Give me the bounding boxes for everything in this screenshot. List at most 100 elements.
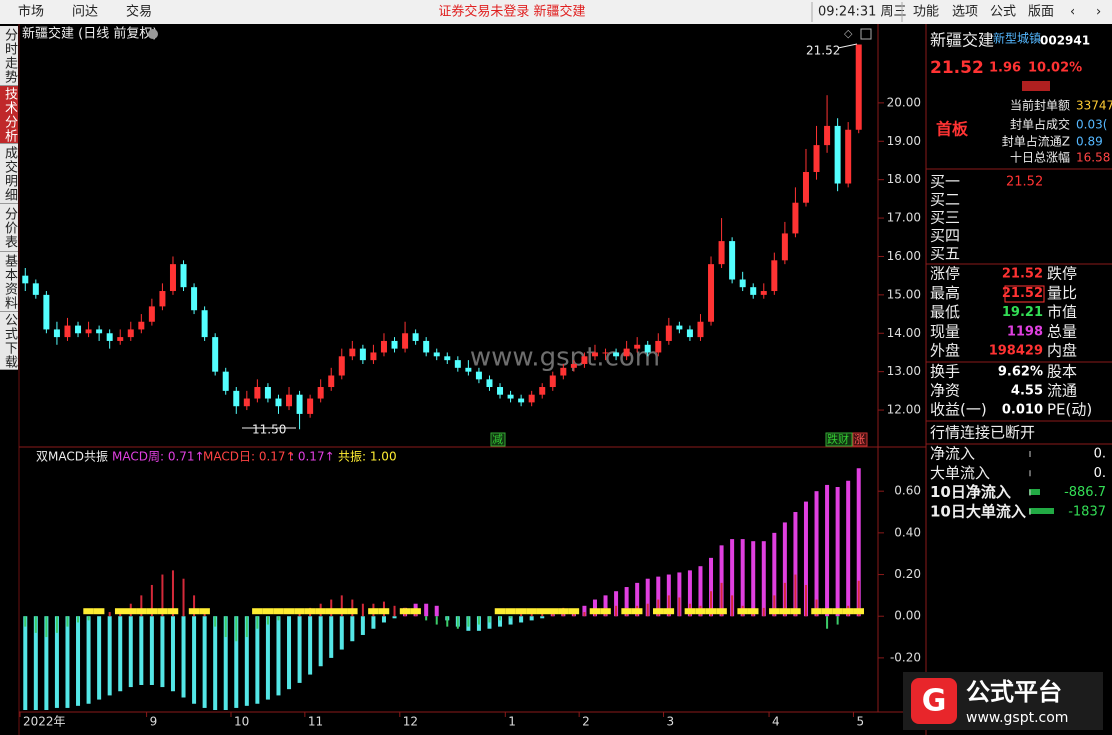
- change: 1.96: [989, 61, 1021, 76]
- menu-item[interactable]: 功能: [913, 5, 939, 20]
- macd-bar: [108, 612, 111, 617]
- menu-item[interactable]: 问达: [72, 5, 98, 20]
- macd-bar: [856, 468, 861, 617]
- candle-body: [212, 337, 219, 372]
- resonance-mark: [294, 608, 305, 615]
- board-label: 首板: [936, 120, 969, 139]
- logo-title: 公式平台: [966, 678, 1062, 706]
- side-tab[interactable]: 分时走势: [0, 26, 18, 86]
- stat-value: 19.21: [1002, 305, 1043, 320]
- sector-tag[interactable]: 新型城镇: [993, 31, 1041, 46]
- macd-bar: [477, 616, 480, 625]
- macd-bar: [182, 578, 185, 617]
- macd-bar: [140, 595, 143, 617]
- resonance-mark: [157, 608, 168, 615]
- signal: 减: [492, 433, 503, 446]
- window-button[interactable]: ‹: [1070, 5, 1075, 20]
- candle-body: [623, 348, 630, 357]
- stat-label: 量比: [1047, 284, 1077, 302]
- seal-label: 封单占流通Z: [1002, 134, 1070, 149]
- menu-icon[interactable]: [148, 29, 158, 39]
- macd-bar: [23, 616, 28, 710]
- macd-bar: [318, 616, 323, 667]
- low-label: 11.50: [252, 423, 286, 437]
- resonance-mark: [684, 608, 696, 615]
- candle-body: [644, 344, 651, 353]
- macd-bar: [161, 574, 164, 617]
- resonance-mark: [347, 608, 358, 615]
- stock-name: 新疆交建: [930, 31, 994, 50]
- book-label: 买四: [930, 227, 960, 245]
- candle-body: [781, 233, 788, 261]
- legend-entry: MACD日: 0.17↑: [203, 450, 296, 464]
- resonance-mark: [146, 608, 158, 615]
- y-tick-label: 16.00: [887, 249, 921, 263]
- candle-body: [475, 371, 482, 380]
- side-tab[interactable]: 公式下载: [0, 312, 18, 370]
- macd-bar: [77, 616, 80, 623]
- macd-bar: [128, 616, 133, 688]
- menu-item[interactable]: 选项: [952, 5, 978, 20]
- stat-label: 外盘: [930, 342, 960, 360]
- login-notice: 证券交易未登录 新疆交建: [438, 4, 585, 20]
- side-tab[interactable]: 基本资料: [0, 252, 18, 312]
- candle-body: [739, 279, 746, 288]
- stat-label: 市值: [1047, 303, 1077, 321]
- stat-value: 1198: [1007, 324, 1043, 339]
- macd-bar: [603, 595, 608, 617]
- menu-item[interactable]: 版面: [1028, 5, 1054, 20]
- candle-body: [539, 387, 546, 395]
- macd-bar: [761, 541, 766, 617]
- window-button[interactable]: ›: [1096, 5, 1101, 20]
- icon[interactable]: ◇: [844, 27, 853, 40]
- macd-bar: [520, 614, 523, 617]
- candle-body: [328, 375, 335, 388]
- candle-body: [444, 356, 451, 361]
- candle-body: [338, 356, 345, 376]
- macd-bar: [287, 616, 292, 690]
- candle-body: [75, 325, 82, 334]
- candle-body: [169, 264, 176, 292]
- candle-body: [560, 367, 567, 376]
- menu-item[interactable]: 市场: [18, 4, 44, 20]
- resonance-mark: [589, 608, 601, 615]
- macd-bar: [87, 616, 90, 621]
- flow-label: 10日大单流入: [930, 502, 1026, 520]
- macd-bar: [276, 616, 281, 696]
- menu-item[interactable]: 交易: [126, 4, 152, 20]
- candle-body: [507, 394, 514, 399]
- stat-label: 涨停: [930, 265, 960, 283]
- macd-bar: [710, 591, 713, 617]
- stat-value: 0.010: [1002, 403, 1043, 418]
- macd-bar: [224, 616, 227, 638]
- macd-bar: [582, 605, 587, 617]
- candle-body: [275, 398, 282, 407]
- stat-value: 9.62%: [998, 365, 1043, 380]
- menu-item[interactable]: 公式: [990, 5, 1016, 20]
- macd-bar: [392, 616, 397, 619]
- macd-bar: [446, 616, 449, 627]
- macd-bar: [351, 599, 354, 617]
- macd-bar: [846, 480, 851, 617]
- resonance-mark: [378, 608, 390, 615]
- resonance-mark: [832, 608, 843, 615]
- macd-bar: [719, 545, 724, 617]
- icon[interactable]: [860, 28, 872, 40]
- price: 21.52: [930, 58, 984, 78]
- resonance-mark: [568, 608, 580, 615]
- macd-bar: [55, 616, 58, 633]
- macd-bar: [202, 616, 207, 708]
- side-tab[interactable]: 成交明细: [0, 144, 18, 204]
- candle-body: [317, 387, 324, 399]
- macd-bar: [139, 616, 144, 685]
- side-tab[interactable]: 分价表: [0, 204, 18, 252]
- collapse-button[interactable]: [1022, 81, 1050, 91]
- candle-body: [613, 352, 620, 357]
- connection-status: 行情连接已断开: [930, 424, 1035, 442]
- resonance-mark: [273, 608, 284, 615]
- legend-entry: 共振: 1.00: [338, 450, 397, 464]
- macd-bar: [467, 616, 470, 627]
- side-tab[interactable]: 技术分析: [0, 86, 18, 144]
- macd-bar: [54, 616, 59, 708]
- x-tick-label: 3: [667, 715, 675, 729]
